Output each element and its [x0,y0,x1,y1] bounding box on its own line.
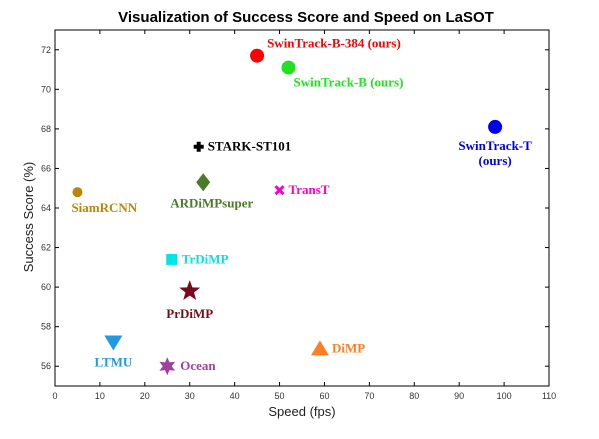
label-line: STARK-ST101 [208,139,292,154]
point-swintrack-t-ours [488,119,503,134]
label-line: SwinTrack-T [458,138,532,153]
x-tick-label: 100 [497,391,512,401]
y-tick-label: 72 [41,45,51,55]
label-dimp: DiMP [332,340,365,355]
label-siamrcnn: SiamRCNN [71,200,137,215]
point-siamrcnn [72,187,83,198]
label-ltmu: LTMU [94,354,132,369]
x-tick-label: 110 [542,391,556,401]
point-swintrack-b-384-ours [250,48,265,63]
point-ocean [159,357,176,376]
x-tick-label: 50 [275,391,285,401]
x-tick-label: 0 [52,391,57,401]
label-line: PrDiMP [166,306,213,321]
label-line: SiamRCNN [71,200,137,215]
y-tick-label: 66 [41,163,51,173]
point-transt [274,185,285,196]
y-tick-label: 68 [41,124,51,134]
x-tick-label: 20 [140,391,150,401]
label-line: SwinTrack-B-384 (ours) [267,36,401,51]
label-transt: TransT [289,182,330,197]
label-trdimp: TrDiMP [182,251,229,266]
point-swintrack-b-ours [281,60,296,75]
label-line: TrDiMP [182,251,229,266]
chart-title: Visualization of Success Score and Speed… [118,9,494,26]
axes: 0 10 20 30 40 50 60 70 80 90 100 110 56 58 60 62 64 66 68 7… [41,29,556,401]
label-line: TransT [289,182,330,197]
data-points [72,48,503,376]
x-tick-label: 90 [454,391,464,401]
y-tick-label: 70 [41,84,51,94]
point-ltmu [104,335,123,351]
x-axis-title: Speed (fps) [268,404,335,419]
y-tick-label: 64 [41,203,51,213]
data-labels: SwinTrack-B-384 (ours) SwinTrack-B (ours)… [71,36,532,374]
label-line: LTMU [94,354,132,369]
label-line: (ours) [478,153,511,168]
point-trdimp [166,253,178,265]
label-swintrack-b-384-ours: SwinTrack-B-384 (ours) [267,36,401,51]
x-tick-label: 10 [95,391,105,401]
label-line: DiMP [332,340,365,355]
point-ardimpsuper [196,173,211,192]
x-tick-label: 60 [319,391,329,401]
label-ardimpsuper: ARDiMPsuper [170,195,253,210]
label-swintrack-t-ours: SwinTrack-T (ours) [458,138,532,168]
label-swintrack-b-ours: SwinTrack-B (ours) [294,75,404,90]
x-tick-label: 40 [230,391,240,401]
label-ocean: Ocean [180,358,216,373]
y-axis-title: Success Score (%) [21,162,36,273]
label-stark-st101: STARK-ST101 [208,139,292,154]
label-line: SwinTrack-B (ours) [294,75,404,90]
point-dimp [310,340,329,356]
point-stark-st101 [193,141,204,152]
x-tick-label: 70 [364,391,374,401]
y-tick-label: 62 [41,243,51,253]
y-tick-label: 56 [41,361,51,371]
y-tick-label: 58 [41,322,51,332]
x-tick-label: 80 [409,391,419,401]
y-tick-label: 60 [41,282,51,292]
x-tick-label: 30 [185,391,195,401]
label-line: ARDiMPsuper [170,195,253,210]
label-line: Ocean [180,358,216,373]
label-prdimp: PrDiMP [166,306,213,321]
point-prdimp [179,280,201,300]
